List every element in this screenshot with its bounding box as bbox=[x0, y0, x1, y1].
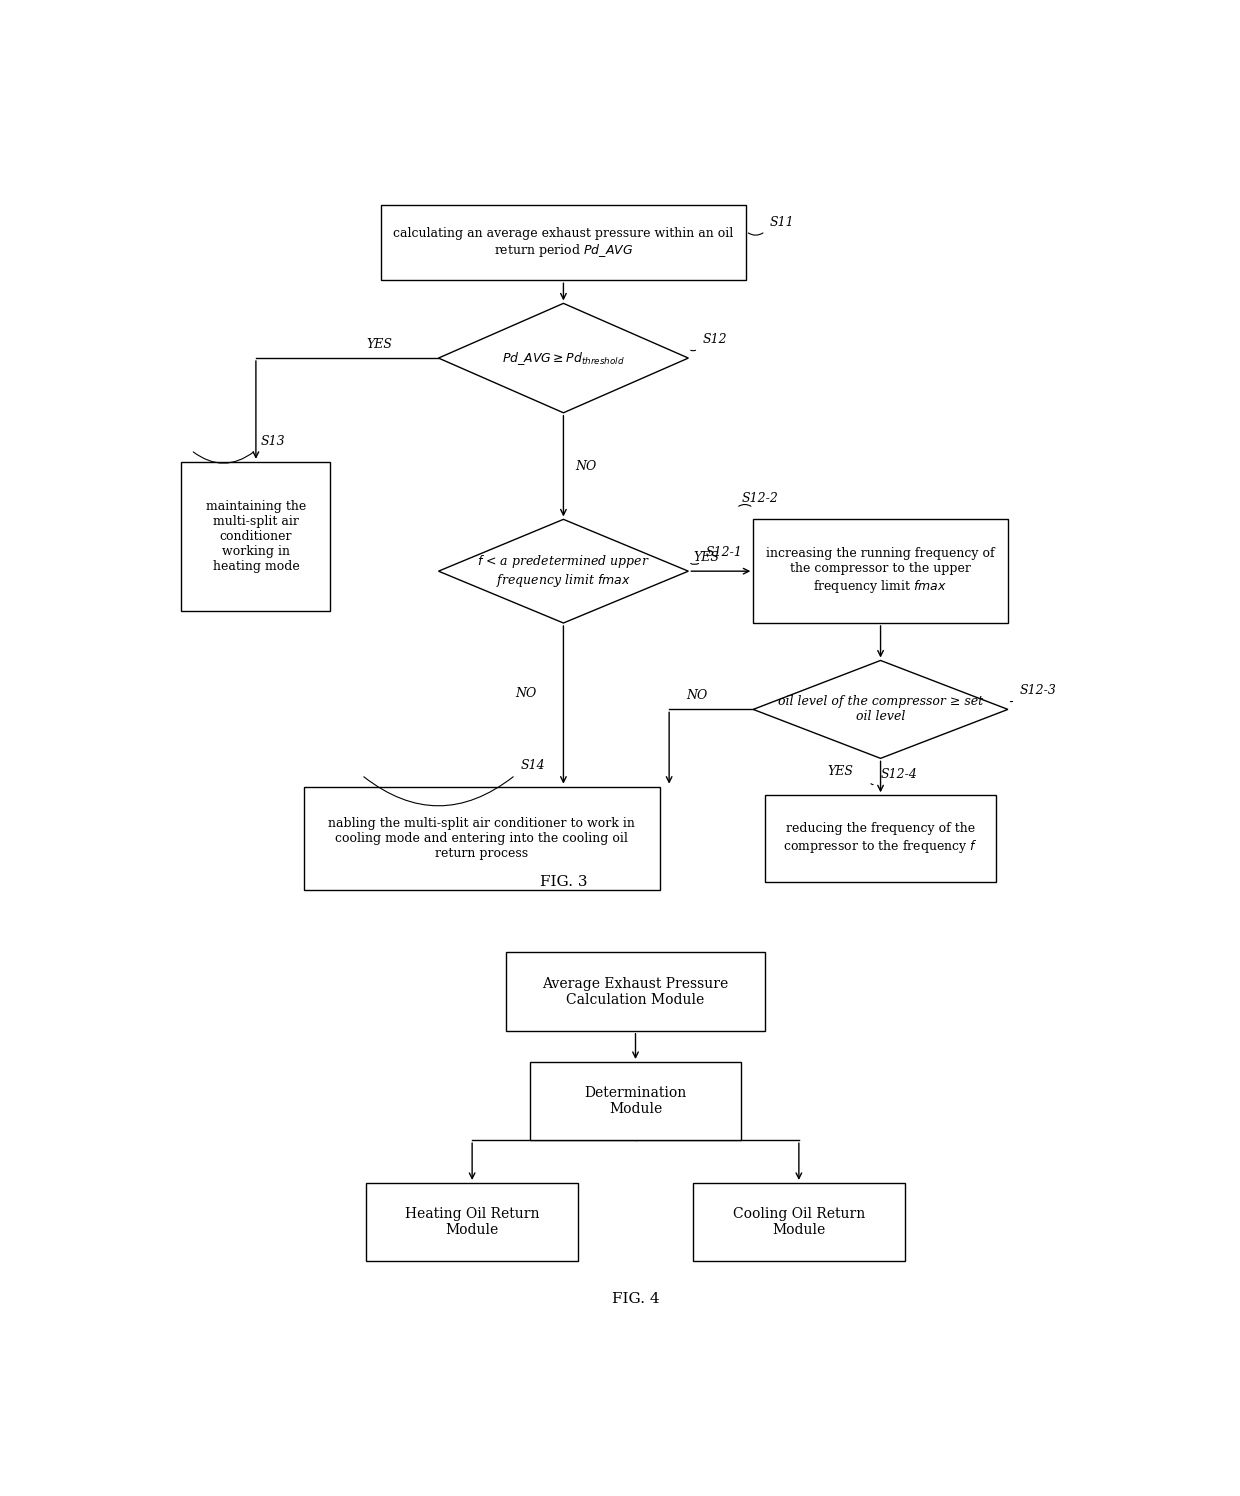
FancyBboxPatch shape bbox=[381, 205, 746, 280]
Text: S12-2: S12-2 bbox=[742, 492, 777, 506]
Text: $f$ < a predetermined upper
frequency limit $fmax$: $f$ < a predetermined upper frequency li… bbox=[477, 554, 650, 589]
Text: S14: S14 bbox=[521, 760, 544, 772]
Text: S11: S11 bbox=[770, 215, 795, 229]
Text: NO: NO bbox=[516, 687, 537, 700]
FancyBboxPatch shape bbox=[529, 1062, 742, 1140]
Text: S12-4: S12-4 bbox=[880, 767, 918, 781]
Text: S12-1: S12-1 bbox=[706, 546, 743, 560]
Text: S12-3: S12-3 bbox=[1019, 685, 1056, 697]
Text: S12: S12 bbox=[703, 334, 728, 346]
FancyBboxPatch shape bbox=[367, 1183, 578, 1261]
Polygon shape bbox=[439, 519, 688, 622]
Text: nabling the multi-split air conditioner to work in
cooling mode and entering int: nabling the multi-split air conditioner … bbox=[329, 817, 635, 860]
Text: Heating Oil Return
Module: Heating Oil Return Module bbox=[405, 1207, 539, 1237]
Text: Determination
Module: Determination Module bbox=[584, 1086, 687, 1116]
Text: $Pd\_AVG \geq Pd_{threshold}$: $Pd\_AVG \geq Pd_{threshold}$ bbox=[502, 350, 625, 367]
Polygon shape bbox=[753, 660, 1008, 758]
Text: Average Exhaust Pressure
Calculation Module: Average Exhaust Pressure Calculation Mod… bbox=[542, 977, 729, 1007]
Text: FIG. 3: FIG. 3 bbox=[539, 875, 588, 889]
Text: NO: NO bbox=[575, 459, 596, 473]
Text: oil level of the compressor ≥ set
oil level: oil level of the compressor ≥ set oil le… bbox=[777, 696, 983, 724]
FancyBboxPatch shape bbox=[506, 953, 765, 1031]
Text: increasing the running frequency of
the compressor to the upper
frequency limit : increasing the running frequency of the … bbox=[766, 548, 994, 595]
Text: reducing the frequency of the
compressor to the frequency $f$: reducing the frequency of the compressor… bbox=[784, 823, 978, 854]
FancyBboxPatch shape bbox=[753, 519, 1008, 622]
Text: S13: S13 bbox=[260, 434, 285, 447]
FancyBboxPatch shape bbox=[693, 1183, 905, 1261]
Text: YES: YES bbox=[367, 338, 392, 350]
Text: NO: NO bbox=[686, 690, 707, 702]
Polygon shape bbox=[439, 304, 688, 413]
FancyBboxPatch shape bbox=[181, 462, 330, 612]
Text: Cooling Oil Return
Module: Cooling Oil Return Module bbox=[733, 1207, 866, 1237]
Text: YES: YES bbox=[828, 764, 853, 778]
FancyBboxPatch shape bbox=[304, 787, 660, 890]
Text: FIG. 4: FIG. 4 bbox=[611, 1293, 660, 1306]
Text: YES: YES bbox=[693, 551, 719, 564]
Text: maintaining the
multi-split air
conditioner
working in
heating mode: maintaining the multi-split air conditio… bbox=[206, 500, 306, 573]
Text: calculating an average exhaust pressure within an oil
return period $Pd\_AVG$: calculating an average exhaust pressure … bbox=[393, 227, 734, 259]
FancyBboxPatch shape bbox=[765, 796, 996, 881]
